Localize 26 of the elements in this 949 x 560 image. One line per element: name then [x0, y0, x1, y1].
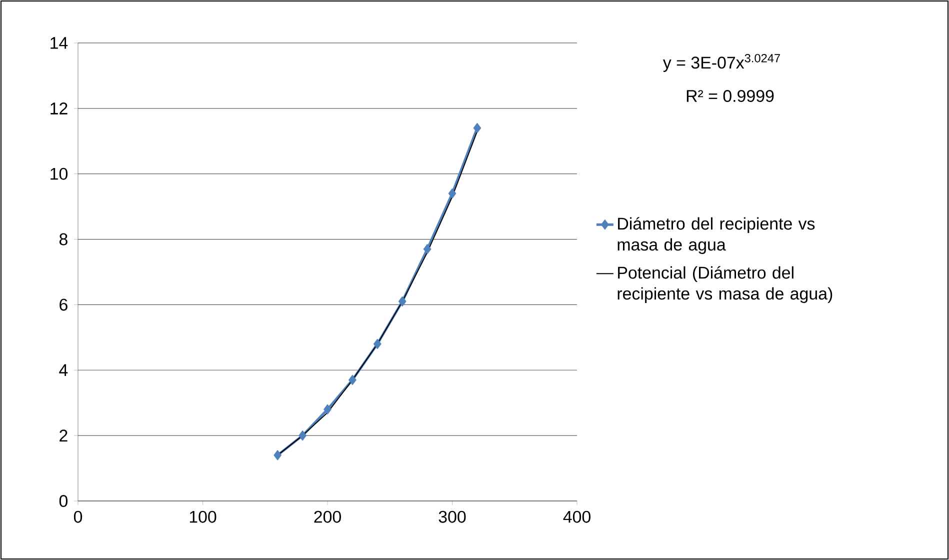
point [274, 450, 282, 460]
point [348, 374, 356, 386]
point [324, 404, 332, 415]
x-tick-label: 300 [438, 510, 466, 523]
y-tick-label: 10 [50, 168, 68, 180]
legend-label: Diámetro del recipiente vs masa de agua [618, 217, 815, 254]
legend-label: Potencial (Diámetro del recipiente vs masa de agua) [618, 266, 832, 303]
point [298, 430, 307, 441]
point [448, 188, 456, 199]
x-tick-label: 200 [314, 510, 341, 523]
text: R² = 0.9999 [686, 90, 774, 102]
x-tick-label: 400 [563, 510, 590, 523]
y-tick-label: 14 [50, 37, 68, 49]
y-tick-label: 6 [60, 298, 68, 311]
point [473, 122, 482, 134]
x-tick-label: 100 [190, 510, 216, 523]
point [423, 244, 432, 254]
y-tick-label: 0 [59, 494, 68, 507]
y-tick-label: 2 [60, 430, 68, 442]
x-tick-label: 0 [74, 510, 82, 523]
y-tick-label: 4 [59, 364, 68, 376]
y-tick-label: 12 [50, 102, 68, 114]
point [373, 338, 382, 350]
text: y = 3E-07x$^{3.0247}$ [662, 54, 780, 72]
point [398, 296, 406, 307]
y-tick-label: 8 [59, 233, 68, 246]
